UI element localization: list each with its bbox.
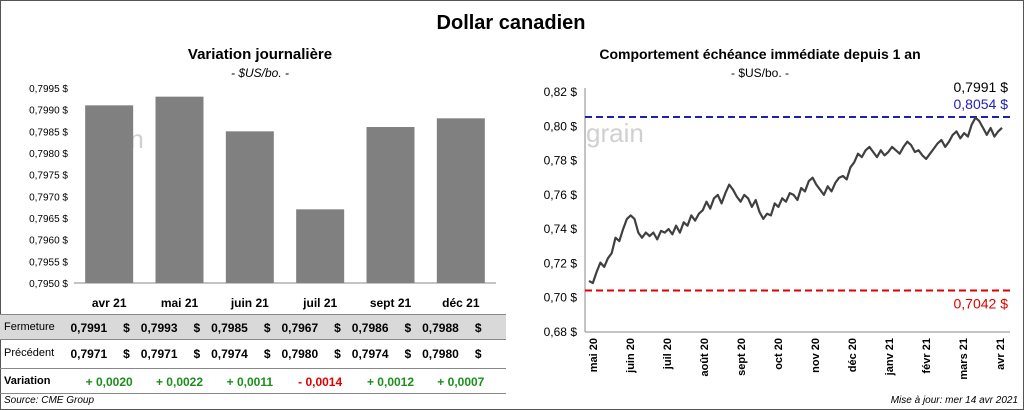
table-cell-unit: $ <box>263 321 271 335</box>
last-value-label: 0,7991 $ <box>954 79 1009 95</box>
table-cell: + 0,0011 <box>226 375 274 389</box>
table-cell-unit: $ <box>193 321 201 335</box>
low-label: 0,7042 $ <box>954 296 1009 312</box>
bar-chart-title: Variation journalière <box>187 46 333 63</box>
bar-x-tick-label: juil 21 <box>302 296 337 310</box>
bar-y-tick-label: 0,7980 $ <box>29 149 68 160</box>
update-note: Mise à jour: mer 14 avr 2021 <box>890 395 1018 406</box>
bar-chart: grain 0,7950 $0,7955 $0,7960 $0,7965 $0,… <box>29 84 496 310</box>
line-x-tick-label: déc 20 <box>847 338 859 372</box>
table-cell: 0,7980 <box>422 347 459 361</box>
line-x-tick-label: janv 21 <box>884 338 896 376</box>
line-x-tick-label: sept 20 <box>736 338 748 376</box>
line-y-tick-label: 0,80 $ <box>544 119 578 133</box>
bar-y-tick-label: 0,7965 $ <box>29 214 68 225</box>
table-cell-unit: $ <box>474 347 482 361</box>
line-x-tick-label: juil 20 <box>662 338 674 370</box>
bar-y-tick-label: 0,7990 $ <box>29 106 68 117</box>
table-cell: 0,7988 <box>422 321 459 335</box>
high-label: 0,8054 $ <box>954 96 1009 112</box>
bar-series <box>85 96 485 284</box>
table-cell-unit: $ <box>334 347 341 361</box>
watermark-logo: grain <box>586 118 644 148</box>
line-y-tick-label: 0,76 $ <box>544 188 578 202</box>
table-cell: 0,7991 <box>70 321 108 335</box>
line-y-tick-label: 0,72 $ <box>544 256 578 270</box>
bar-x-axis: avr 21 mai 21 juin 21 juil 21 sept 21 déc 21 <box>92 296 480 310</box>
bar-y-tick-label: 0,7995 $ <box>29 84 68 95</box>
line-y-tick-label: 0,78 $ <box>544 154 578 168</box>
table-cell: 0,7986 <box>351 321 389 335</box>
bar-1 <box>155 96 204 284</box>
line-y-tick-label: 0,68 $ <box>544 325 578 339</box>
price-line <box>588 116 1003 285</box>
table-cell: + 0,0020 <box>85 375 133 389</box>
line-x-tick-label: nov 20 <box>810 338 822 373</box>
bar-y-tick-label: 0,7950 $ <box>29 279 68 290</box>
line-y-tick-label: 0,82 $ <box>544 85 578 99</box>
table-cell: 0,7974 <box>351 347 389 361</box>
bar-3 <box>296 209 345 283</box>
line-x-tick-label: mai 20 <box>588 338 600 372</box>
bar-x-tick-label: mai 21 <box>161 296 199 310</box>
bar-2 <box>225 131 274 283</box>
table-cell-unit: $ <box>404 347 412 361</box>
page-title: Dollar canadien <box>436 12 586 34</box>
line-series <box>588 116 1003 285</box>
row-label: Variation <box>4 375 51 387</box>
table-cell-unit: $ <box>263 347 271 361</box>
bar-x-tick-label: juin 21 <box>230 296 269 310</box>
table-cell-unit: $ <box>123 347 130 361</box>
table-cell: - 0,0014 <box>298 375 343 389</box>
bar-4 <box>366 127 415 283</box>
line-reference-lines: 0,8054 $ 0,7042 $ 0,7991 $ <box>585 79 1010 312</box>
table-cell: 0,7971 <box>140 347 178 361</box>
line-chart-title: Comportement échéance immédiate depuis 1… <box>599 46 921 62</box>
bar-5 <box>436 118 485 283</box>
table-row-close: Fermeture $0,7991 $0,7993 $0,7985 $0,7967 $0… <box>0 314 506 340</box>
bar-y-tick-label: 0,7975 $ <box>29 171 68 182</box>
table-cell: 0,7974 <box>211 347 248 361</box>
line-chart-subtitle: - $US/bo. - <box>730 66 790 80</box>
line-x-tick-label: avr 21 <box>995 338 1007 370</box>
table-cell-unit: $ <box>193 347 201 361</box>
table-cell-unit: $ <box>123 321 130 335</box>
bar-y-tick-label: 0,7960 $ <box>29 236 68 247</box>
table-cell-unit: $ <box>334 321 341 335</box>
table-cell-unit: $ <box>474 321 482 335</box>
line-chart: grain 0,68 $ 0,70 $ 0,72 $ 0,74 $ 0,76 $ 0,78… <box>544 79 1010 380</box>
row-label: Précédent <box>4 347 55 359</box>
bar-chart-subtitle: - $US/bo. - <box>230 66 290 80</box>
line-y-tick-label: 0,70 $ <box>544 291 578 305</box>
table-cell: 0,7993 <box>140 321 178 335</box>
line-x-axis: mai 20 juin 20 juil 20 août 20 sept 20 oct 20… <box>588 338 1007 380</box>
table-cell: 0,7967 <box>281 321 319 335</box>
line-y-tick-label: 0,74 $ <box>544 222 578 236</box>
bar-x-tick-label: sept 21 <box>370 296 412 310</box>
line-x-tick-label: oct 20 <box>773 338 785 370</box>
line-x-tick-label: août 20 <box>699 338 711 377</box>
table-cell: 0,7980 <box>281 347 319 361</box>
bar-y-tick-label: 0,7985 $ <box>29 127 68 138</box>
table-row-previous: Précédent $0,7971 $0,7971 $0,7974 $0,7980 $0… <box>0 341 506 365</box>
bar-x-tick-label: avr 21 <box>92 296 127 310</box>
table-cell: 0,7971 <box>70 347 108 361</box>
table-cell: + 0,0022 <box>155 375 204 389</box>
bar-0 <box>85 105 134 283</box>
table-cell-unit: $ <box>404 321 412 335</box>
table-row-variation: Variation + 0,0020 + 0,0022 + 0,0011 - 0,00… <box>0 368 506 394</box>
table-cell: + 0,0012 <box>366 375 415 389</box>
table-cell: 0,7985 <box>211 321 248 335</box>
source-note: Source: CME Group <box>4 395 95 406</box>
bar-y-tick-label: 0,7970 $ <box>29 192 68 203</box>
line-x-tick-label: juin 20 <box>625 338 637 374</box>
line-x-tick-label: mars 21 <box>958 338 970 380</box>
bar-x-tick-label: déc 21 <box>442 296 480 310</box>
row-label: Fermeture <box>4 321 55 333</box>
table-cell: + 0,0007 <box>437 375 485 389</box>
bar-y-tick-label: 0,7955 $ <box>29 257 68 268</box>
bar-y-axis: 0,7950 $ 0,7955 $ 0,7960 $ 0,7965 $ 0,7970 $… <box>29 84 496 290</box>
line-x-tick-label: févr 21 <box>921 338 933 373</box>
line-y-axis: 0,68 $ 0,70 $ 0,72 $ 0,74 $ 0,76 $ 0,78 $ 0,80… <box>544 85 1010 339</box>
